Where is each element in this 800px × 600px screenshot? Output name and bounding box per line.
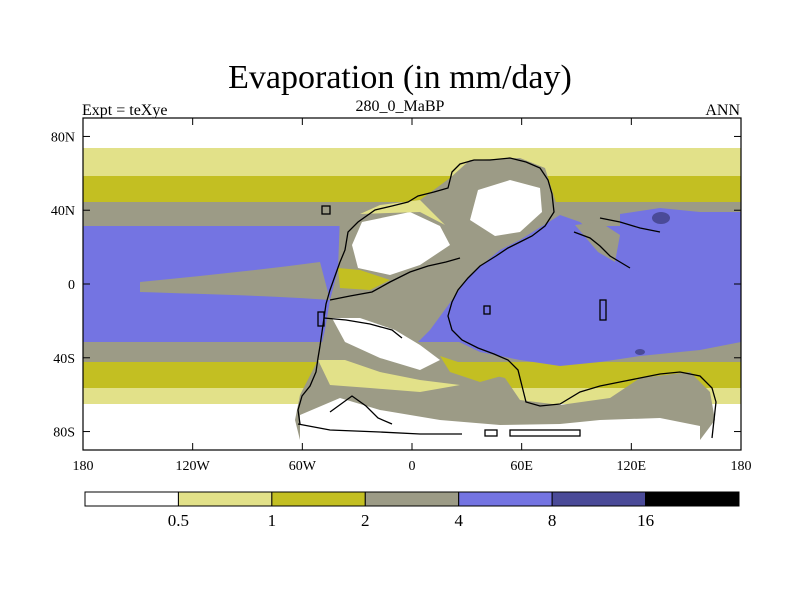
lat-tick-label: 0 bbox=[68, 278, 75, 293]
lat-tick-label: 80N bbox=[51, 130, 75, 145]
margin-southeast-green bbox=[440, 356, 505, 382]
dry-zone-south bbox=[332, 318, 440, 370]
hotspot-southeast bbox=[635, 349, 645, 355]
colorbar-swatch bbox=[458, 491, 553, 507]
colorbar-swatch bbox=[364, 491, 460, 507]
colorbar: 0.5 1 2 4 8 16 bbox=[84, 491, 740, 530]
coastline bbox=[297, 157, 717, 439]
colorbar-label: 2 bbox=[361, 511, 370, 530]
colorbar-label: 1 bbox=[268, 511, 277, 530]
lon-tick-label: 120W bbox=[176, 459, 211, 474]
lon-tick-label: 180 bbox=[731, 459, 752, 474]
lon-tick-label: 180 bbox=[73, 459, 94, 474]
colorbar-label: 16 bbox=[637, 511, 654, 530]
lon-tick-label: 60W bbox=[289, 459, 317, 474]
lat-tick-label: 80S bbox=[53, 426, 75, 441]
colorbar-label: 4 bbox=[454, 511, 463, 530]
equatorial-cold-tongue bbox=[140, 262, 330, 300]
colorbar-label: 0.5 bbox=[168, 511, 189, 530]
lat-tick-label: 40N bbox=[51, 204, 75, 219]
lon-tick-label: 60E bbox=[510, 459, 533, 474]
lat-tick-label: 40S bbox=[53, 352, 75, 367]
margin-north-yellow bbox=[360, 200, 445, 225]
band-subpolar-north bbox=[83, 148, 741, 178]
hotspot-northeast bbox=[652, 212, 670, 224]
tethys-ocean bbox=[445, 215, 741, 366]
evaporation-field bbox=[83, 118, 741, 450]
latitude-axis: 80N 40N 0 40S 80S bbox=[51, 130, 741, 441]
dry-zone-antarctic bbox=[300, 398, 700, 440]
east-grey-strip bbox=[575, 222, 620, 262]
season-label: ANN bbox=[705, 102, 740, 119]
dry-zone-north-america bbox=[352, 212, 450, 275]
colorbar-swatch bbox=[177, 491, 273, 507]
longitude-axis: 180 120W 60W 0 60E 120E 180 bbox=[73, 118, 752, 474]
colorbar-swatch bbox=[551, 491, 647, 507]
margin-west-yellow bbox=[338, 268, 390, 290]
colorbar-swatch bbox=[271, 491, 366, 507]
colorbar-swatch bbox=[645, 491, 740, 507]
period-label: 280_0_MaBP bbox=[355, 98, 445, 115]
dry-zone-asia bbox=[470, 180, 542, 236]
lon-tick-label: 120E bbox=[617, 459, 647, 474]
colorbar-label: 8 bbox=[548, 511, 557, 530]
experiment-label: Expt = teXye bbox=[82, 102, 168, 119]
lon-tick-label: 0 bbox=[409, 459, 416, 474]
map-title: Evaporation (in mm/day) bbox=[228, 59, 572, 96]
colorbar-swatch bbox=[84, 491, 179, 507]
margin-south-yellow bbox=[318, 360, 460, 392]
